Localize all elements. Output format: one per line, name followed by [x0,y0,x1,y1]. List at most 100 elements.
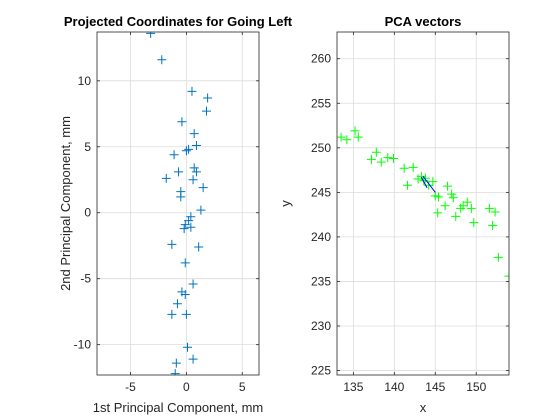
data-point [176,192,186,202]
data-point [416,171,426,181]
data-point [172,299,182,309]
data-point [167,239,177,249]
data-point [188,279,198,289]
data-point [146,32,156,38]
x-tick-label: 145 [425,380,445,394]
chart-title: PCA vectors [385,14,462,29]
y-tick-label: -10 [74,338,92,352]
axes-frame [336,31,510,376]
data-point [376,157,386,167]
y-tick-label: 230 [311,319,331,333]
y-tick-label: 10 [78,74,92,88]
y-tick-label: 225 [311,364,331,378]
pca-vector [422,176,436,193]
data-point [451,211,461,221]
data-point [469,218,479,228]
y-tick-label: -5 [80,272,91,286]
data-point [179,224,189,234]
data-point [186,212,196,222]
data-point [353,132,363,142]
x-tick-label: -5 [125,380,136,394]
data-point [189,129,199,139]
data-point [484,203,494,213]
data-point [366,154,376,164]
data-point [198,183,208,193]
x-tick-label: 135 [343,380,363,394]
data-point [504,271,509,281]
data-point [389,154,399,164]
data-point [180,290,190,300]
y-axis-label: y [278,200,293,207]
data-point [169,150,179,160]
data-point [490,207,500,217]
data-point [466,203,476,213]
data-point [157,55,167,65]
data-point [337,132,346,142]
data-point [203,93,213,103]
data-point [383,153,393,163]
x-tick-label: 140 [384,380,404,394]
data-point [350,126,360,136]
data-point [399,163,409,173]
data-point [177,117,187,127]
data-point [181,309,191,319]
data-point [402,180,412,190]
data-point [171,358,181,368]
data-point [434,192,444,202]
data-point [342,135,352,145]
chart-title: Projected Coordinates for Going Left [64,14,293,29]
data-point [493,252,503,262]
data-point [448,193,458,203]
data-point [182,342,192,352]
data-point [447,189,457,199]
y-tick-label: 245 [311,185,331,199]
y-tick-label: 235 [311,274,331,288]
data-point [174,167,184,177]
data-point [196,205,206,215]
data-point [433,208,443,218]
data-point [420,173,430,183]
data-point [188,354,198,364]
data-point [161,173,171,183]
y-axis-label: 2nd Principal Component, mm [58,116,73,291]
data-layer [146,32,213,375]
x-axis-label: 1st Principal Component, mm [93,400,264,415]
x-tick-label: 150 [466,380,486,394]
plot-right: 135 140 145 150 225 230 235 240 245 250 255 260 PCA … [278,14,510,415]
data-layer [337,126,509,281]
axes-frame [96,31,260,376]
pca-vector [420,176,428,189]
data-point [170,369,180,375]
data-point [187,86,197,96]
y-tick-label: 260 [311,52,331,66]
data-point [191,140,201,150]
data-point [371,147,381,157]
x-axis-label: x [420,400,427,415]
data-point [462,197,472,207]
plot-left: -5 0 5 -10 -5 0 5 10 Projected Coordinates for G… [58,14,293,415]
data-point [428,177,438,187]
data-point [191,167,201,177]
data-point [458,201,468,211]
y-tick-label: 255 [311,96,331,110]
data-point [443,181,453,191]
x-tick-label: 5 [239,380,246,394]
data-point [440,201,450,211]
data-point [194,242,204,252]
data-point [180,220,190,230]
y-tick-label: 0 [84,206,91,220]
data-point [186,222,196,232]
data-point [180,258,190,268]
data-point [188,175,198,185]
data-point [181,146,191,156]
data-point [167,309,177,319]
data-point [408,162,418,172]
y-tick-label: 240 [311,230,331,244]
data-point [184,144,194,154]
y-tick-label: 5 [84,140,91,154]
x-tick-label: 0 [183,380,190,394]
data-point [488,220,498,230]
data-point [189,163,199,173]
y-tick-label: 250 [311,141,331,155]
